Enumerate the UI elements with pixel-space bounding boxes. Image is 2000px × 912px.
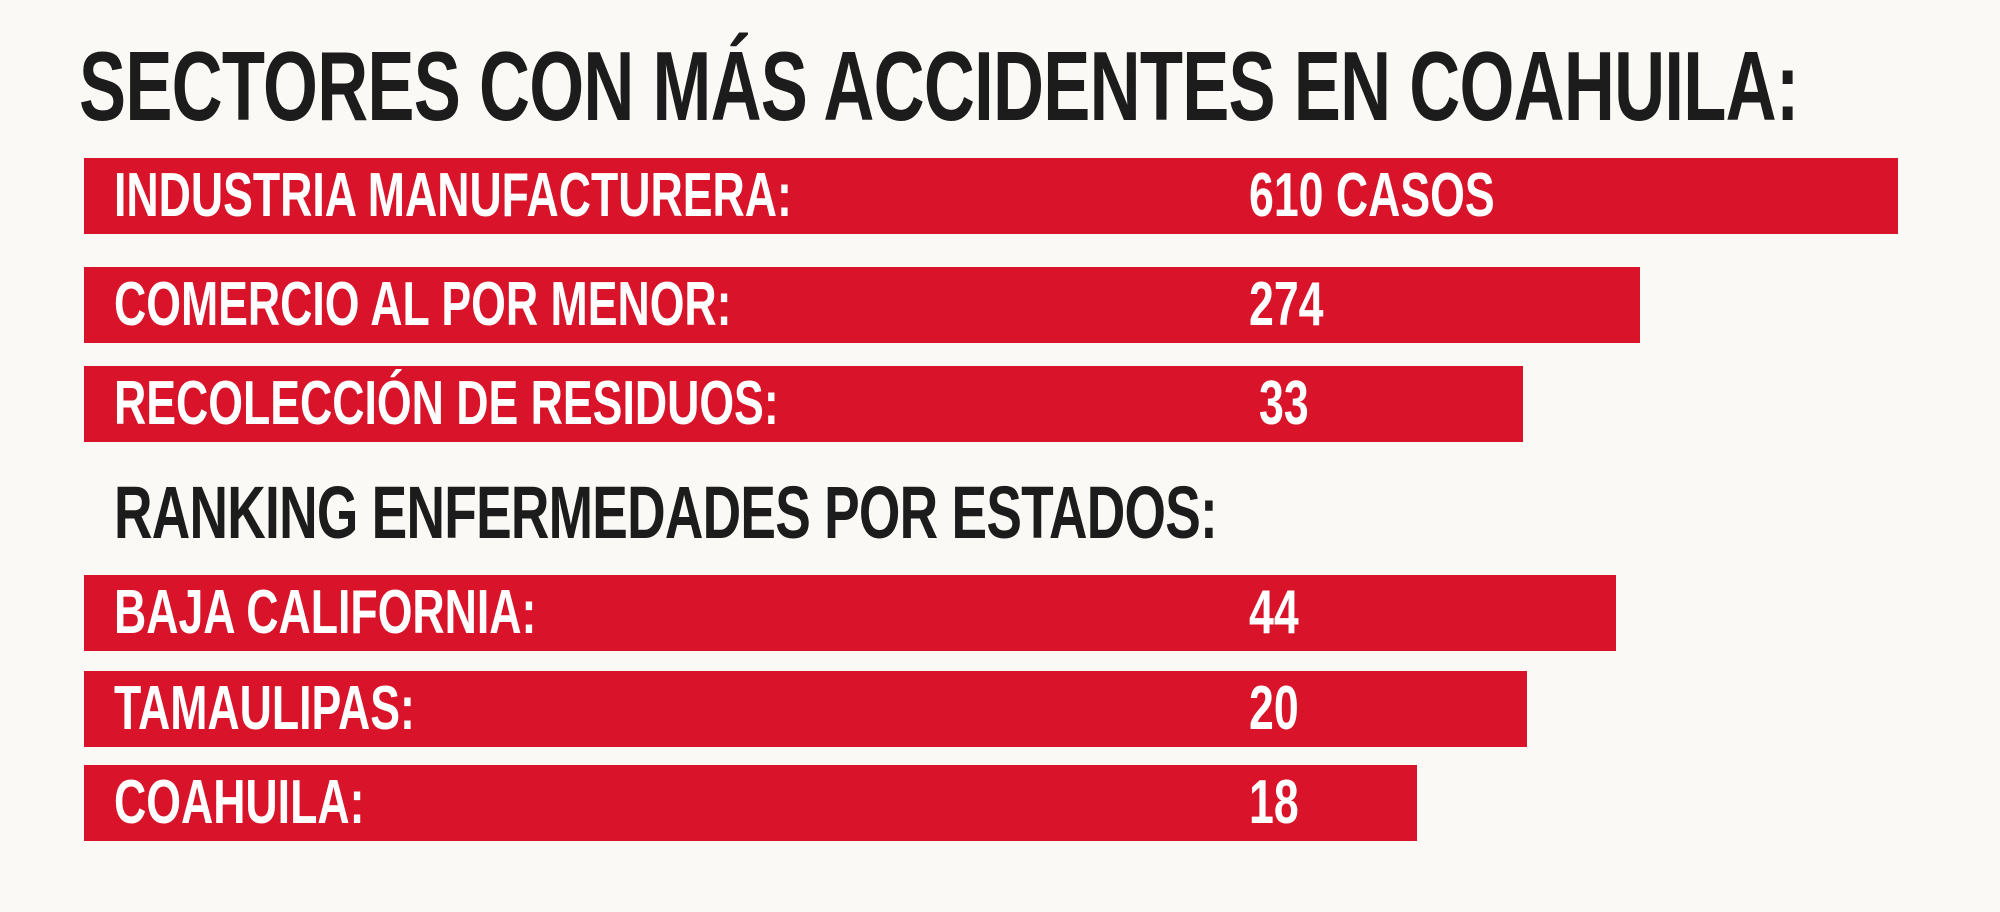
row-bar: COAHUILA: 18 (84, 765, 1417, 841)
row-value: 610 CASOS (1249, 161, 1495, 230)
title: SECTORES CON MÁS ACCIDENTES EN COAHUILA: (79, 31, 1799, 141)
row-label: COAHUILA: (114, 768, 365, 837)
row-value: 274 (1249, 270, 1324, 339)
row-bar: INDUSTRIA MANUFACTURERA: 610 CASOS (84, 158, 1898, 234)
section-heading: RANKING ENFERMEDADES POR ESTADOS: (114, 471, 1218, 554)
row-value: 18 (1249, 768, 1299, 837)
row-value: 44 (1249, 578, 1299, 647)
row-bar: RECOLECCIÓN DE RESIDUOS: 33 (84, 366, 1523, 442)
row-value: 33 (1259, 369, 1309, 438)
row-label: RECOLECCIÓN DE RESIDUOS: (114, 369, 779, 438)
row-bar: COMERCIO AL POR MENOR: 274 (84, 267, 1640, 343)
row-bar: BAJA CALIFORNIA: 44 (84, 575, 1616, 651)
row-bar: TAMAULIPAS: 20 (84, 671, 1527, 747)
row-label: COMERCIO AL POR MENOR: (114, 270, 732, 339)
row-label: TAMAULIPAS: (114, 674, 415, 743)
row-value: 20 (1249, 674, 1299, 743)
row-label: INDUSTRIA MANUFACTURERA: (114, 161, 792, 230)
row-label: BAJA CALIFORNIA: (114, 578, 537, 647)
